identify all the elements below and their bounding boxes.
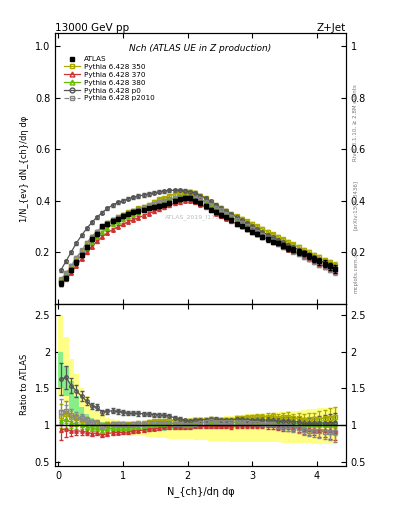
Text: mcplots.cern.ch: mcplots.cern.ch [353,249,358,293]
Y-axis label: 1/N_{ev} dN_{ch}/dη dφ: 1/N_{ev} dN_{ch}/dη dφ [20,115,29,222]
Legend: ATLAS, Pythia 6.428 350, Pythia 6.428 370, Pythia 6.428 380, Pythia 6.428 p0, Py: ATLAS, Pythia 6.428 350, Pythia 6.428 37… [62,53,158,104]
Text: ATLAS_2019_I1736531: ATLAS_2019_I1736531 [165,215,236,220]
Text: 13000 GeV pp: 13000 GeV pp [55,23,129,32]
Y-axis label: Ratio to ATLAS: Ratio to ATLAS [20,354,29,415]
Text: Rivet 3.1.10, ≥ 2.8M events: Rivet 3.1.10, ≥ 2.8M events [353,84,358,161]
Text: Nch (ATLAS UE in Z production): Nch (ATLAS UE in Z production) [129,44,272,53]
Text: Z+Jet: Z+Jet [317,23,346,32]
X-axis label: N_{ch}/dη dφ: N_{ch}/dη dφ [167,486,234,497]
Text: [arXiv:1306.3436]: [arXiv:1306.3436] [353,180,358,230]
